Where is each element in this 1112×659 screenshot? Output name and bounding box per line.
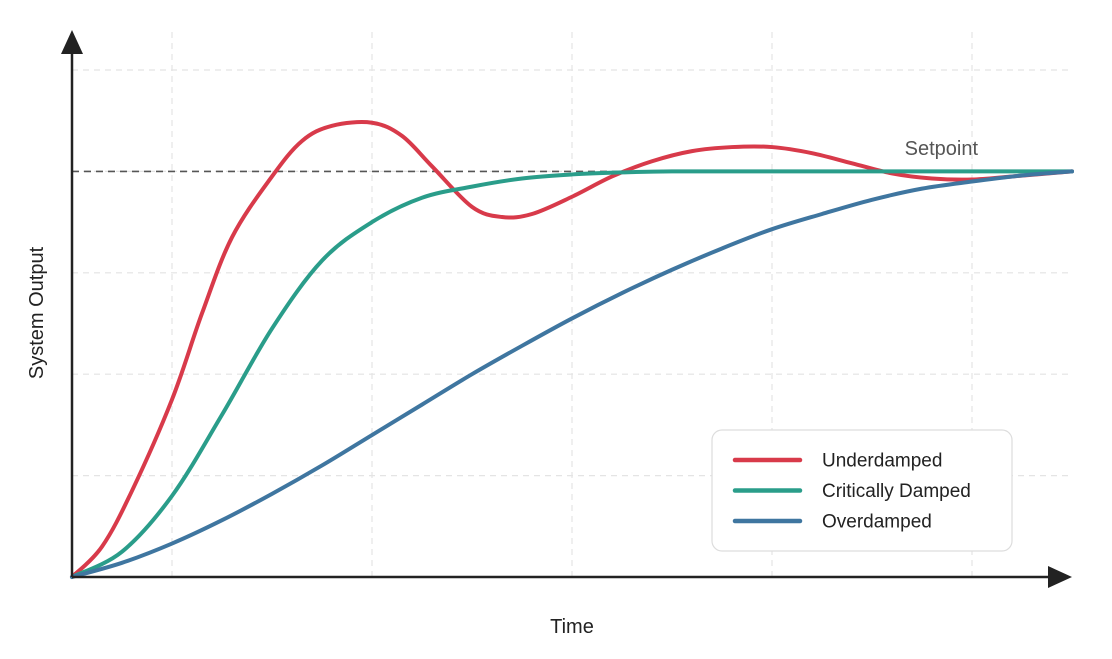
- legend: Underdamped Critically Damped Overdamped: [711, 429, 1013, 552]
- series-line-underdamped: [70, 120, 1074, 579]
- x-axis-label: Time: [550, 616, 594, 638]
- legend-label-critically-damped: Critically Damped: [822, 481, 971, 502]
- y-axis-label: System Output: [26, 246, 48, 379]
- series-line-overdamped: [70, 169, 1074, 579]
- x-axis-arrow: [1048, 566, 1072, 588]
- series-line-critically-damped: [70, 169, 1074, 579]
- series-group: [70, 120, 1074, 579]
- legend-label-underdamped: Underdamped: [822, 451, 942, 472]
- setpoint-label: Setpoint: [905, 138, 979, 160]
- legend-label-overdamped: Overdamped: [822, 512, 932, 533]
- legend-items: Underdamped Critically Damped Overdamped: [732, 451, 971, 533]
- y-axis-arrow: [61, 30, 83, 54]
